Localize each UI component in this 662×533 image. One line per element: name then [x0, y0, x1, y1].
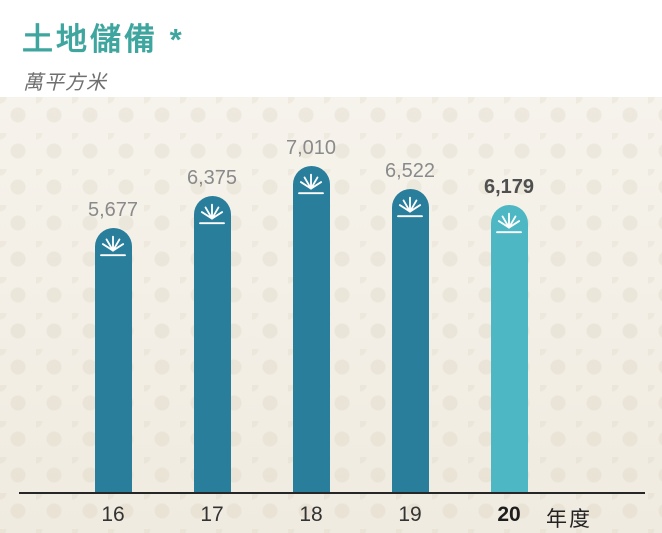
bar-20 — [490, 205, 528, 492]
fountain-over-ground-icon — [396, 194, 424, 218]
page-title: 土地儲備 * — [22, 22, 185, 57]
unit-label: 萬平方米 — [23, 72, 107, 94]
fountain-over-ground-icon — [99, 233, 127, 257]
tick-label-19: 19 — [398, 503, 422, 526]
value-label-18: 7,010 — [285, 137, 337, 159]
value-label-17: 6,375 — [186, 167, 238, 189]
fountain-over-ground-icon — [297, 171, 325, 195]
bar-16 — [94, 228, 132, 492]
value-label-20: 6,179 — [483, 176, 535, 198]
fountain-over-ground-icon — [495, 210, 523, 234]
tick-label-20: 20 — [497, 503, 521, 526]
tick-label-18: 18 — [299, 503, 323, 526]
bar-17 — [193, 196, 231, 492]
bar-19 — [391, 189, 429, 492]
bar-18 — [292, 166, 330, 492]
tick-label-16: 16 — [101, 503, 125, 526]
x-axis-title: 年度 — [546, 508, 592, 531]
value-label-19: 6,522 — [384, 160, 436, 182]
value-label-16: 5,677 — [87, 199, 139, 221]
x-axis-line — [19, 492, 645, 494]
tick-label-17: 17 — [200, 503, 224, 526]
fountain-over-ground-icon — [198, 201, 226, 225]
